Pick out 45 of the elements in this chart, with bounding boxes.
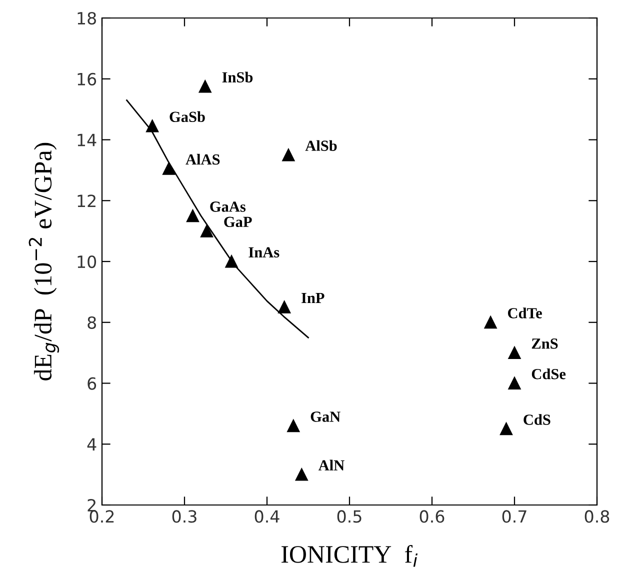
y-tick-label: 16 [78,72,96,86]
annotation: ZnS [532,338,558,349]
x-tick-label: 0.6 [420,510,444,523]
point [198,80,212,93]
annotation: AlAS [186,154,220,165]
annotation: CdS [524,414,550,425]
annotation: InP [302,292,324,303]
point [225,255,238,268]
annotation: GaAs [210,202,246,212]
x-tick-label: 0.2 [90,510,114,523]
annotation: GaSb [170,111,205,122]
point [186,210,199,222]
annotation: CdSe [532,368,566,380]
annotation: GaP [224,216,252,228]
annotation: InSb [222,72,253,82]
annotation: AlN [318,460,344,470]
x-tick-label: 0.8 [584,510,610,523]
x-tick-label: 0.7 [502,510,526,523]
y-tick-label: 12 [78,194,96,207]
x-axis-title: IONICITY f$_{i}$ [282,545,418,567]
y-tick-label: 8 [88,316,96,329]
point [278,300,291,314]
point [146,120,159,132]
y-tick-label: 14 [78,134,96,146]
point [484,316,497,329]
x-tick-label: 0.4 [254,510,280,523]
x-tick-label: 0.5 [337,510,362,523]
point [295,468,308,481]
y-tick-label: 4 [87,438,96,450]
point [200,224,214,238]
annotation: InAs [248,247,280,258]
y-tick-label: 10 [78,255,96,268]
y-tick-label: 6 [88,377,96,390]
point [287,420,300,432]
point [282,148,295,162]
point [500,422,512,436]
annotation: GaN [310,412,340,422]
point [508,377,521,390]
annotation: CdTe [508,308,542,318]
point [162,162,176,175]
x-tick-label: 0.3 [172,510,196,523]
y-tick-label: 18 [78,12,96,25]
point [508,346,521,360]
annotation: AlSb [305,140,337,151]
y-axis-title: dE$_{g}$/dP (10$^{−2}$ eV/GPa) [28,142,60,380]
